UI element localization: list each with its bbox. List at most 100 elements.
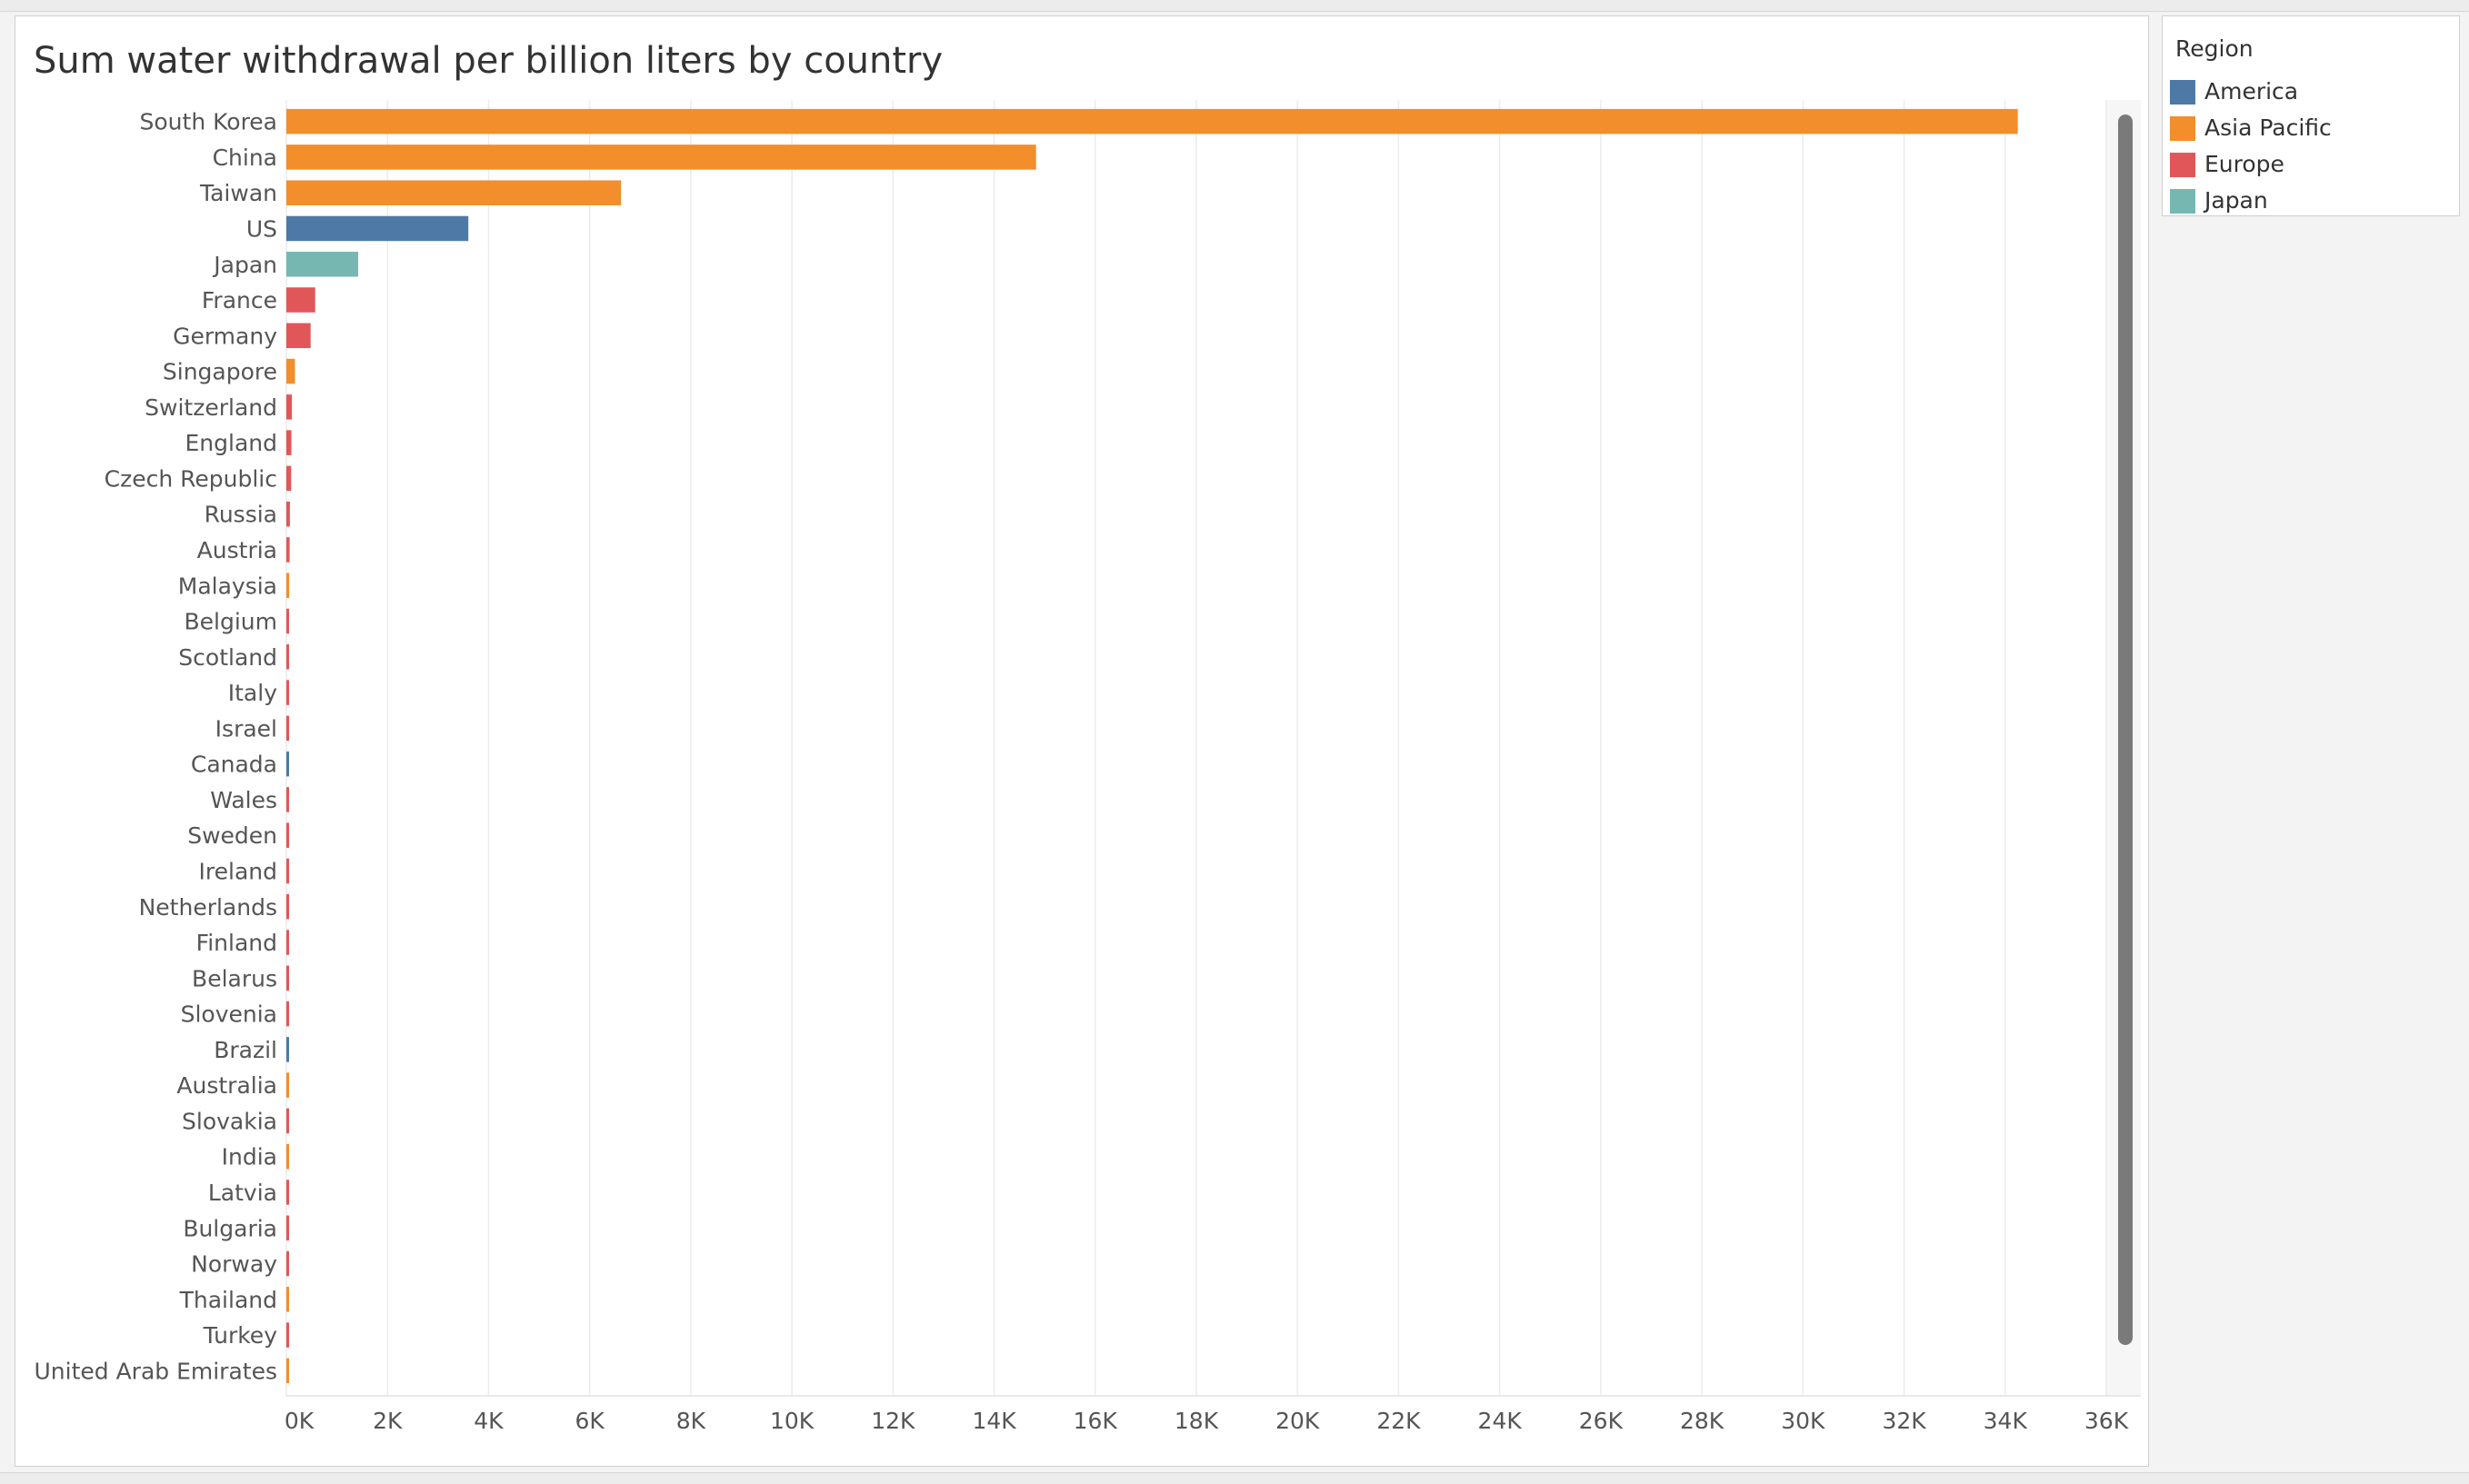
top-toolbar-strip [0, 0, 2469, 12]
category-label-norway: Norway [191, 1251, 277, 1278]
category-label-south-korea: South Korea [140, 109, 277, 135]
bar-france[interactable] [286, 287, 315, 313]
category-label-england: England [185, 430, 278, 456]
x-tick-label: 8K [676, 1408, 706, 1434]
category-label-australia: Australia [176, 1072, 277, 1099]
bar-finland[interactable] [286, 930, 289, 955]
bar-india[interactable] [286, 1143, 289, 1170]
category-label-slovenia: Slovenia [181, 1001, 277, 1028]
category-label-belarus: Belarus [192, 965, 277, 991]
bar-australia[interactable] [286, 1072, 289, 1098]
bar-czech-republic[interactable] [286, 465, 292, 492]
x-tick-label: 34K [1984, 1408, 2028, 1434]
bar-turkey[interactable] [286, 1322, 289, 1348]
legend-item-asia-pacific[interactable]: Asia Pacific [2163, 109, 2459, 145]
bar-ireland[interactable] [286, 858, 289, 884]
legend-swatch-america [2170, 80, 2195, 105]
category-label-us: US [246, 215, 277, 242]
bar-south-korea[interactable] [286, 108, 2018, 134]
bar-germany[interactable] [286, 323, 311, 349]
bar-united-arab-emirates[interactable] [286, 1358, 289, 1384]
x-tick-label: 12K [871, 1408, 915, 1434]
vertical-scrollbar-thumb[interactable] [2118, 115, 2133, 1345]
category-label-switzerland: Switzerland [145, 394, 277, 421]
chart-title: Sum water withdrawal per billion liters … [34, 40, 943, 82]
bar-sweden[interactable] [286, 822, 289, 848]
x-tick-label: 16K [1074, 1408, 1118, 1434]
bar-singapore[interactable] [286, 358, 295, 384]
x-tick-label: 30K [1781, 1408, 1825, 1434]
category-label-canada: Canada [191, 752, 277, 778]
bar-taiwan[interactable] [286, 180, 622, 205]
x-tick-label: 18K [1175, 1408, 1219, 1434]
x-tick-label: 0K [285, 1408, 315, 1434]
x-tick-label: 24K [1478, 1408, 1523, 1434]
legend-item-america[interactable]: America [2163, 73, 2459, 109]
category-label-singapore: Singapore [163, 359, 277, 385]
bar-netherlands[interactable] [286, 894, 289, 920]
category-label-thailand: Thailand [179, 1287, 277, 1313]
chart-panel: Sum water withdrawal per billion liters … [15, 15, 2149, 1467]
bar-latvia[interactable] [286, 1180, 289, 1205]
category-label-czech-republic: Czech Republic [105, 465, 277, 492]
bar-belgium[interactable] [286, 608, 289, 634]
category-label-ireland: Ireland [199, 858, 277, 884]
category-label-sweden: Sweden [187, 822, 277, 849]
category-label-scotland: Scotland [178, 644, 277, 671]
legend-title: Region [2175, 35, 2254, 62]
legend-swatch-europe [2170, 153, 2195, 177]
category-label-wales: Wales [210, 787, 277, 813]
bar-malaysia[interactable] [286, 573, 290, 598]
bar-japan[interactable] [286, 252, 358, 277]
x-tick-label: 14K [972, 1408, 1016, 1434]
bar-england[interactable] [286, 430, 292, 455]
category-label-brazil: Brazil [214, 1037, 277, 1063]
bar-chart: Sum water withdrawal per billion liters … [34, 40, 2141, 1434]
x-tick-label: 6K [575, 1408, 605, 1434]
x-tick-label: 32K [1882, 1408, 1926, 1434]
bar-norway[interactable] [286, 1250, 289, 1277]
category-label-belgium: Belgium [185, 609, 278, 635]
category-label-netherlands: Netherlands [139, 894, 277, 921]
category-label-russia: Russia [205, 502, 277, 528]
x-tick-label: 10K [770, 1408, 815, 1434]
category-label-taiwan: Taiwan [199, 180, 277, 206]
category-label-bulgaria: Bulgaria [183, 1215, 277, 1241]
bar-canada[interactable] [286, 751, 289, 777]
bar-thailand[interactable] [286, 1287, 289, 1312]
bar-switzerland[interactable] [286, 394, 293, 420]
legend-label-japan: Japan [2204, 187, 2268, 214]
category-label-japan: Japan [212, 252, 277, 278]
x-tick-label: 2K [373, 1408, 403, 1434]
legend-label-asia-pacific: Asia Pacific [2204, 115, 2332, 141]
bar-austria[interactable] [286, 537, 290, 563]
bottom-status-strip [0, 1472, 2469, 1484]
legend-item-europe[interactable]: Europe [2163, 145, 2459, 182]
category-label-israel: Israel [215, 715, 277, 742]
legend-label-europe: Europe [2204, 151, 2284, 177]
bar-china[interactable] [286, 144, 1036, 170]
bar-brazil[interactable] [286, 1037, 289, 1062]
category-label-china: China [213, 144, 277, 171]
legend-item-japan[interactable]: Japan [2163, 182, 2459, 218]
category-label-france: France [202, 287, 277, 314]
category-label-germany: Germany [173, 323, 277, 349]
legend-items: America Asia Pacific Europe Japan [2163, 73, 2459, 218]
x-tick-label: 20K [1275, 1408, 1320, 1434]
bar-wales[interactable] [286, 787, 289, 812]
bar-scotland[interactable] [286, 644, 289, 670]
x-tick-label: 36K [2084, 1408, 2129, 1434]
x-tick-label: 28K [1680, 1408, 1724, 1434]
bar-slovenia[interactable] [286, 1001, 289, 1027]
bar-us[interactable] [286, 215, 469, 242]
x-tick-label: 26K [1579, 1408, 1624, 1434]
category-label-turkey: Turkey [203, 1322, 278, 1349]
bar-slovakia[interactable] [286, 1108, 289, 1134]
bar-belarus[interactable] [286, 965, 289, 991]
category-label-united-arab-emirates: United Arab Emirates [34, 1358, 277, 1384]
bar-italy[interactable] [286, 680, 289, 705]
bar-israel[interactable] [286, 715, 289, 742]
bar-russia[interactable] [286, 501, 290, 527]
bar-bulgaria[interactable] [286, 1215, 289, 1240]
category-label-austria: Austria [197, 537, 277, 563]
